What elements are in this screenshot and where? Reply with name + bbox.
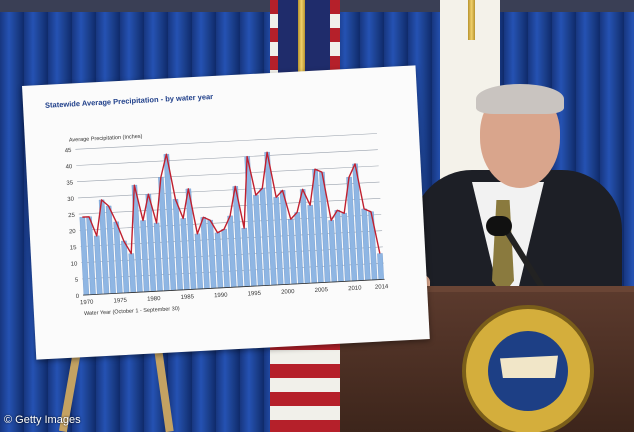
x-tick-label: 1975 xyxy=(113,298,127,305)
x-axis-label: Water Year (October 1 - September 30) xyxy=(84,306,180,317)
x-tick-label: 1980 xyxy=(147,296,161,303)
y-axis-label: Average Precipitation (Inches) xyxy=(69,134,143,144)
y-tick-label: 5 xyxy=(75,278,79,284)
x-tick-label: 2014 xyxy=(375,284,389,291)
y-tick-label: 45 xyxy=(65,148,73,154)
x-tick-label: 2000 xyxy=(281,289,295,296)
y-tick-label: 20 xyxy=(69,229,77,235)
y-tick-label: 10 xyxy=(71,261,79,267)
bar xyxy=(194,233,204,290)
x-tick-label: 1995 xyxy=(248,291,262,298)
gridline xyxy=(77,165,379,182)
x-tick-label: 2005 xyxy=(315,287,329,294)
x-tick-label: 1990 xyxy=(214,293,228,300)
series-line xyxy=(82,151,381,255)
y-tick-label: 30 xyxy=(67,197,75,203)
x-tick-label: 1985 xyxy=(180,294,194,301)
flag-pole xyxy=(298,0,305,95)
chart-board: Statewide Average Precipitation - by wat… xyxy=(22,65,430,360)
bar xyxy=(241,227,250,287)
flag-pole-2 xyxy=(468,0,475,40)
y-tick-label: 0 xyxy=(76,294,80,300)
bar xyxy=(214,232,224,289)
gridline xyxy=(76,149,378,166)
gridline xyxy=(78,197,381,215)
y-tick-label: 15 xyxy=(70,245,78,251)
y-tick-label: 40 xyxy=(65,164,73,170)
y-tick-label: 25 xyxy=(68,213,76,219)
bar xyxy=(377,253,384,280)
bar xyxy=(221,228,230,288)
x-axis xyxy=(83,278,385,296)
x-tick-label: 1970 xyxy=(80,300,94,307)
seal-bear-banner xyxy=(500,355,558,378)
x-tick-label: 2010 xyxy=(348,285,362,292)
microphone-icon xyxy=(486,216,512,236)
bar xyxy=(94,235,103,295)
speaker-hair xyxy=(476,84,564,114)
photo-credit: © Getty Images xyxy=(4,414,81,426)
precipitation-chart: 0 5 10 15 20 25 30 35 40 45 Average Precipitation … xyxy=(65,133,389,317)
y-tick-label: 35 xyxy=(66,180,74,186)
gridline xyxy=(75,133,377,150)
gridline xyxy=(77,181,380,199)
bar xyxy=(128,253,136,293)
